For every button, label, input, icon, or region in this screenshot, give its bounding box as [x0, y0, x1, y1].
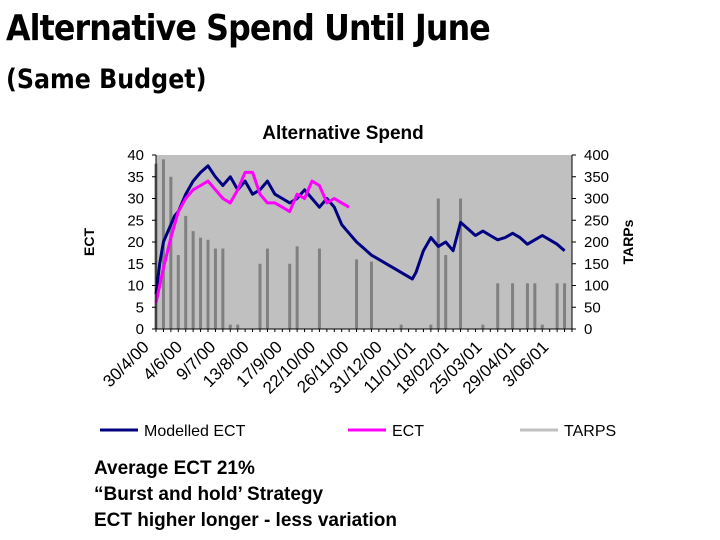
- tarps-bar: [555, 283, 559, 329]
- tarps-bar: [206, 239, 210, 329]
- slide-title: Alternative Spend Until June: [6, 8, 491, 49]
- tarps-bar: [355, 259, 359, 329]
- right-tick-label: 100: [584, 278, 609, 295]
- left-tick-label: 40: [127, 147, 144, 164]
- bullet-list: Average ECT 21% “Burst and hold’ Strateg…: [94, 456, 397, 534]
- left-tick-label: 25: [127, 212, 144, 229]
- right-tick-label: 350: [584, 169, 609, 186]
- y2-axis-label: TARPs: [620, 219, 636, 264]
- chart-title: Alternative Spend: [262, 123, 424, 144]
- left-tick-label: 35: [127, 169, 144, 186]
- right-tick-label: 250: [584, 212, 609, 229]
- right-tick-label: 0: [584, 321, 592, 338]
- slide-subtitle: (Same Budget): [6, 64, 207, 95]
- legend: Modelled ECT ECT TARPS: [100, 423, 616, 440]
- tarps-bar: [221, 248, 225, 329]
- modelled-ect-line: [154, 164, 566, 295]
- right-tick-label: 300: [584, 191, 609, 208]
- tarps-bar: [540, 324, 544, 329]
- y-axis-label: ECT: [81, 228, 97, 256]
- tarps-bar: [481, 324, 485, 329]
- tarps-bars: [154, 159, 567, 329]
- tarps-bar: [496, 283, 500, 329]
- left-tick-label: 5: [136, 299, 144, 316]
- left-tick-label: 20: [127, 234, 144, 251]
- tarps-bar: [436, 198, 440, 329]
- tarps-bar: [236, 324, 240, 329]
- tarps-bar: [295, 246, 299, 329]
- tarps-bar: [184, 215, 188, 329]
- tarps-bar: [511, 283, 515, 329]
- left-tick-label: 15: [127, 256, 144, 273]
- tarps-bar: [288, 263, 292, 329]
- tarps-bar: [258, 263, 262, 329]
- chart-lines: [154, 164, 566, 304]
- tarps-bar: [213, 248, 217, 329]
- left-tick-label: 30: [127, 191, 144, 208]
- tarps-bar: [317, 248, 321, 329]
- tarps-bar: [444, 255, 448, 329]
- left-tick-label: 0: [136, 321, 144, 338]
- legend-label: TARPS: [564, 423, 616, 440]
- ect-line: [154, 170, 350, 304]
- tarps-bar: [265, 248, 269, 329]
- legend-label: Modelled ECT: [144, 423, 246, 440]
- bullet-item: ECT higher longer - less variation: [94, 510, 398, 531]
- tarps-bar: [429, 324, 433, 329]
- tarps-bar: [199, 237, 203, 329]
- bullet-item: “Burst and hold’ Strategy: [94, 484, 324, 505]
- tarps-bar: [525, 283, 529, 329]
- legend-label: ECT: [392, 423, 424, 440]
- right-tick-label: 200: [584, 234, 609, 251]
- tarps-bar: [533, 283, 537, 329]
- tarps-bar: [191, 231, 195, 329]
- right-tick-label: 400: [584, 147, 609, 164]
- tarps-bar: [228, 324, 232, 329]
- tarps-bar: [459, 198, 463, 329]
- tarps-bar: [399, 324, 403, 329]
- tarps-bar: [169, 176, 173, 329]
- right-tick-label: 150: [584, 256, 609, 273]
- tarps-bar: [176, 255, 180, 329]
- tarps-bar: [563, 283, 567, 329]
- bullet-item: Average ECT 21%: [94, 458, 255, 479]
- right-tick-label: 50: [584, 299, 601, 316]
- left-tick-label: 10: [127, 278, 144, 295]
- tarps-bar: [369, 261, 373, 329]
